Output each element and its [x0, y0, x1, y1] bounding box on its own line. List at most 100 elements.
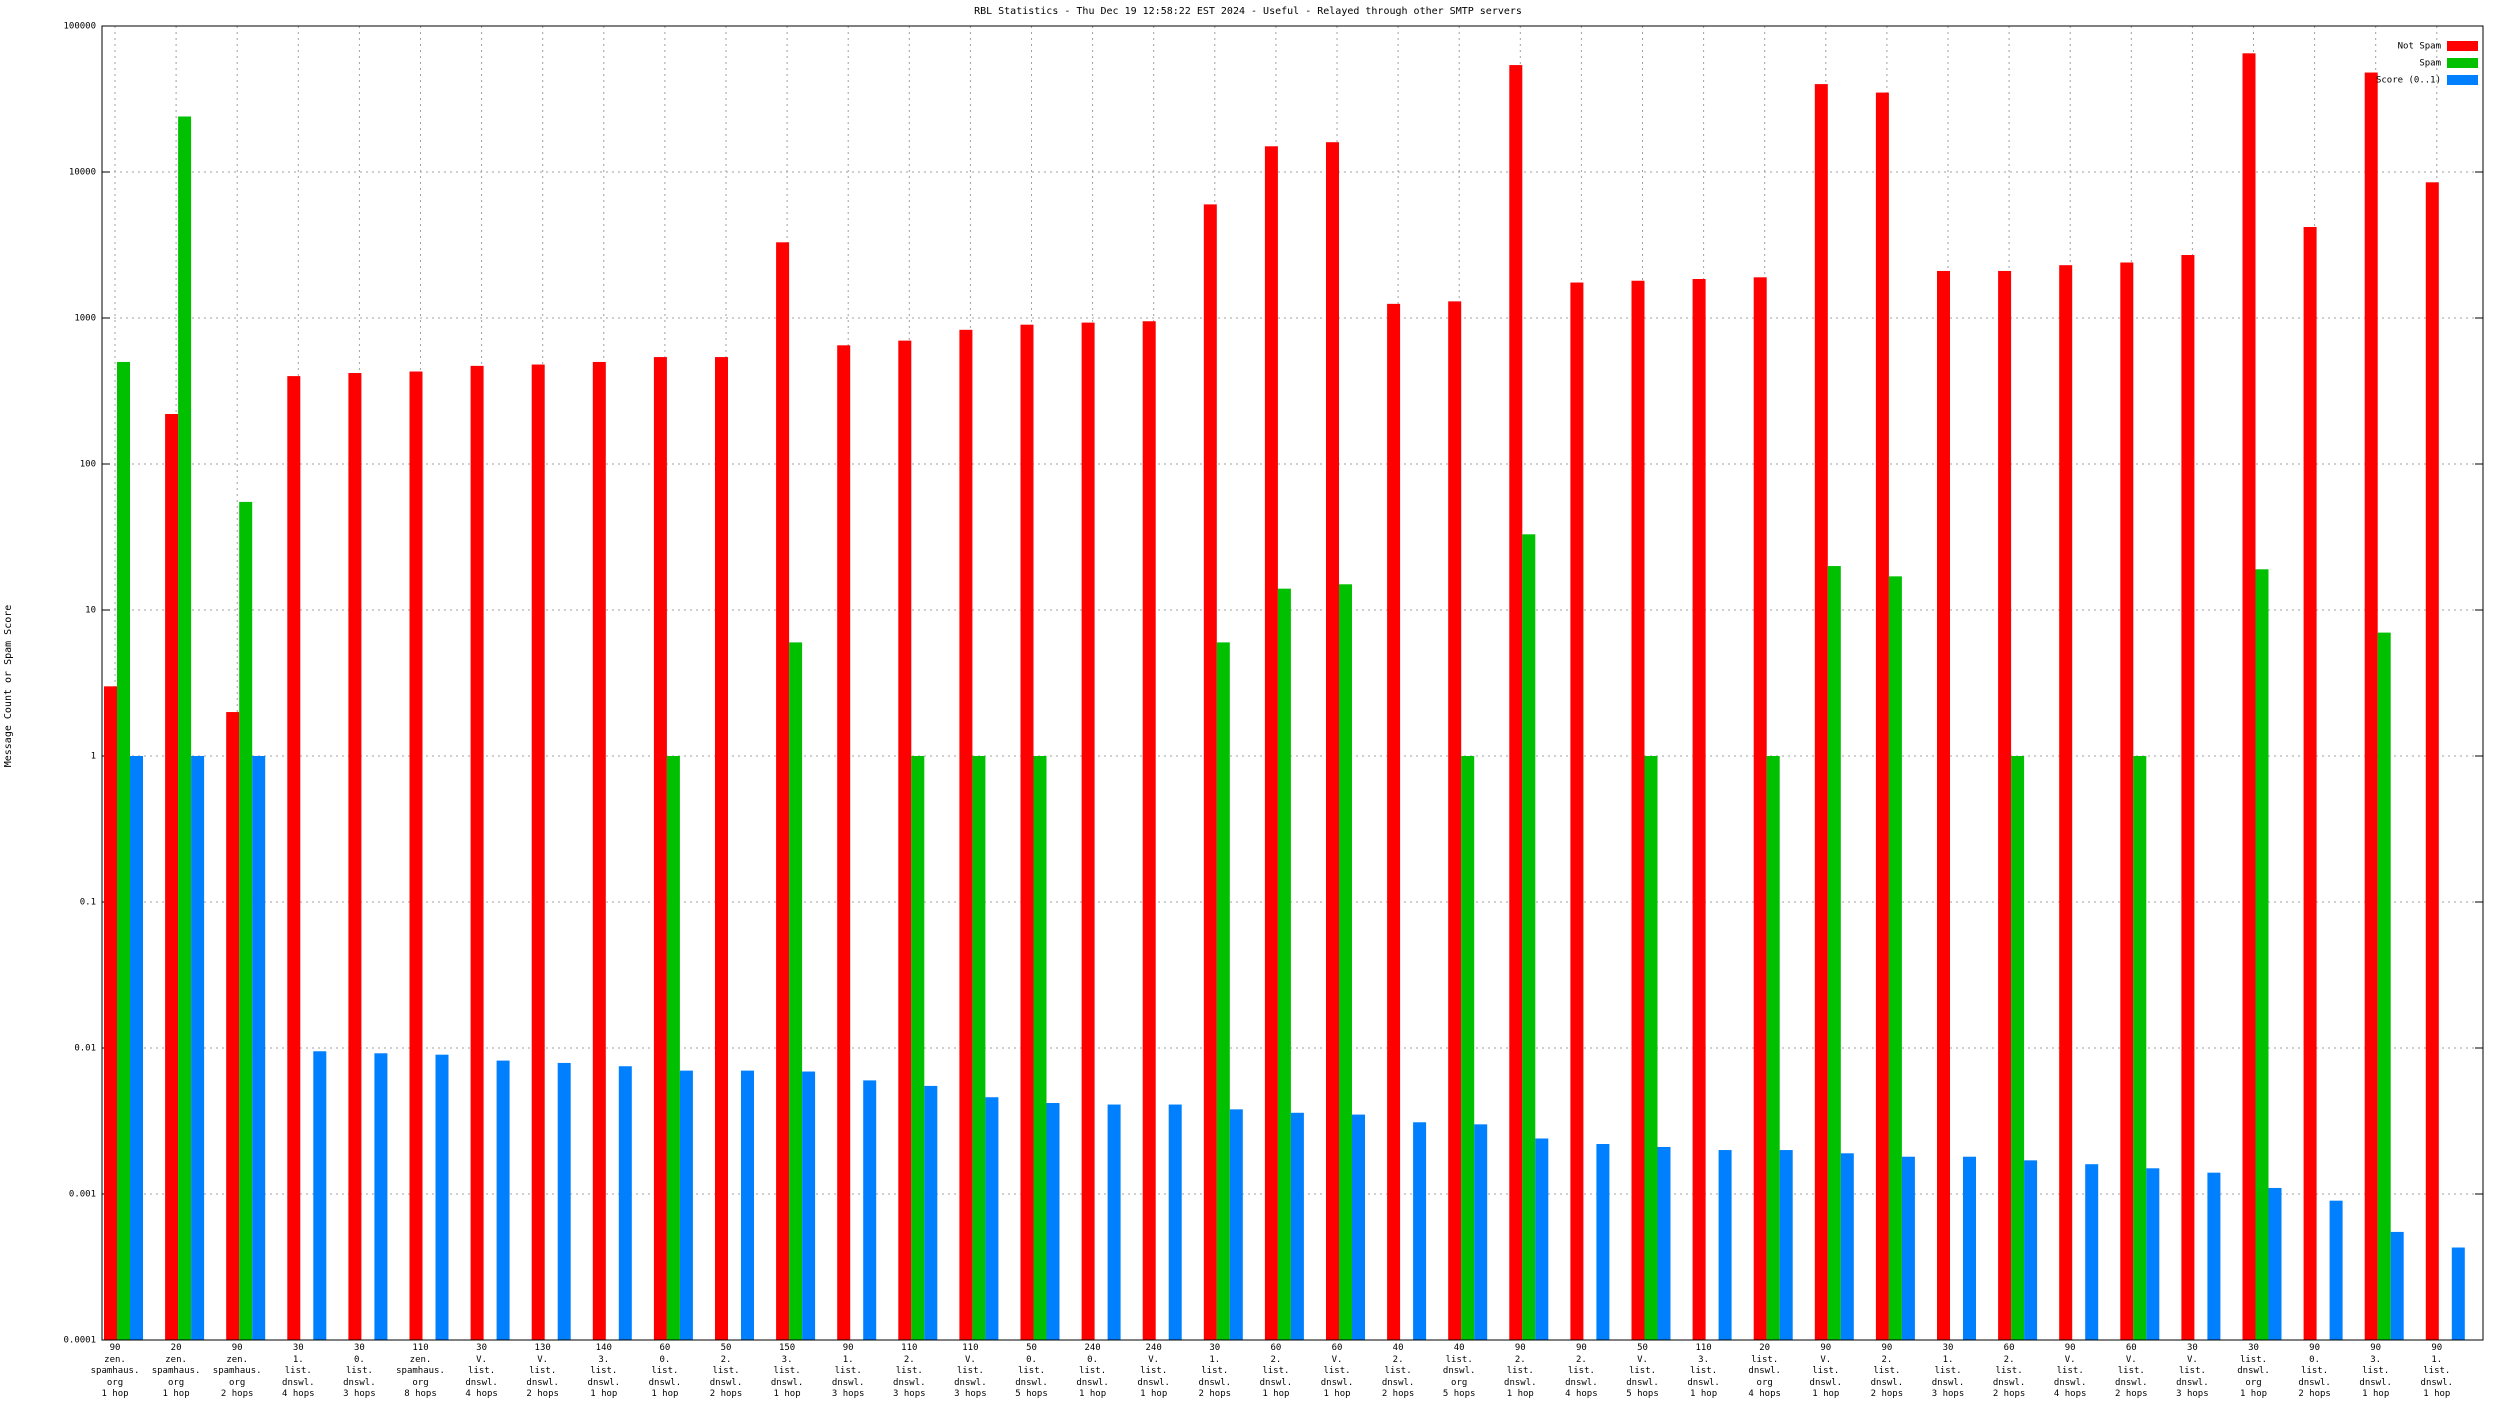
bar — [802, 1071, 816, 1340]
bar — [985, 1097, 999, 1340]
bar — [789, 642, 803, 1340]
bar — [130, 756, 143, 1340]
x-tick-label: 90 3. list. dnswl. 1 hop — [2359, 1343, 2392, 1399]
legend-label: Score (0..1) — [2376, 76, 2441, 86]
bar — [409, 371, 423, 1340]
bar — [1046, 1103, 1060, 1340]
bar — [531, 364, 545, 1340]
bar — [2181, 255, 2195, 1341]
x-tick-label: 50 V. list. dnswl. 5 hops — [1626, 1343, 1659, 1399]
bar — [1461, 756, 1475, 1340]
y-tick-label: 10 — [85, 606, 96, 616]
legend-swatch — [2447, 41, 2478, 51]
bar — [2303, 227, 2317, 1340]
bar — [2329, 1200, 2343, 1340]
bar — [348, 373, 362, 1340]
x-tick-label: 60 2. list. dnswl. 1 hop — [1259, 1343, 1293, 1399]
bar — [1596, 1144, 1610, 1340]
x-tick-label: 60 V. list. dnswl. 1 hop — [1320, 1343, 1354, 1399]
bar — [1814, 84, 1828, 1340]
bar — [2425, 182, 2439, 1341]
bar — [1535, 1138, 1549, 1340]
y-tick-label: 100000 — [63, 22, 96, 32]
bar — [679, 1070, 693, 1340]
y-tick-label: 0.01 — [74, 1044, 96, 1054]
bar — [1509, 65, 1523, 1340]
bar — [1229, 1109, 1243, 1340]
bar — [252, 756, 266, 1340]
bar — [653, 357, 667, 1340]
bar — [715, 357, 728, 1340]
bar — [2451, 1247, 2465, 1340]
x-tick-label: 90 V. list. dnswl. 4 hops — [2053, 1343, 2087, 1399]
bar — [1901, 1156, 1915, 1340]
x-tick-label: 130 V. list. dnswl. 2 hops — [526, 1343, 559, 1399]
bar — [1033, 756, 1047, 1340]
bar — [959, 329, 973, 1341]
x-tick-label: 20 list. dnswl. org 4 hops — [1748, 1343, 1781, 1399]
bar — [2024, 1160, 2038, 1340]
x-tick-label: 150 3. list. dnswl. 1 hop — [770, 1343, 804, 1399]
bar — [1142, 321, 1156, 1341]
bar — [898, 340, 912, 1340]
bar — [1963, 1156, 1976, 1340]
bar — [287, 376, 301, 1340]
bar — [557, 1062, 571, 1340]
y-tick-label: 100 — [80, 460, 96, 470]
bar — [1840, 1153, 1854, 1340]
bar — [1277, 588, 1291, 1340]
bar — [496, 1060, 510, 1340]
bar — [741, 1070, 754, 1340]
x-tick-label: 110 zen. spamhaus. org 8 hops — [396, 1343, 445, 1399]
legend-label: Not Spam — [2398, 42, 2441, 52]
bar — [666, 756, 680, 1340]
bar — [191, 756, 205, 1340]
x-tick-label: 90 0. list. dnswl. 2 hops — [2298, 1343, 2331, 1399]
x-tick-label: 90 1. list. dnswl. 3 hops — [831, 1343, 865, 1399]
x-tick-label: 90 V. list. dnswl. 1 hop — [1809, 1343, 1843, 1399]
bar — [178, 116, 192, 1341]
bar — [972, 756, 986, 1340]
x-tick-label: 90 1. list. dnswl. 1 hop — [2420, 1343, 2454, 1399]
x-tick-label: 30 1. list. dnswl. 4 hops — [282, 1343, 315, 1399]
bar — [1998, 270, 2012, 1340]
bar — [1448, 301, 1462, 1340]
bar — [1570, 282, 1584, 1340]
bar — [1766, 756, 1780, 1340]
legend-label: Spam — [2419, 59, 2441, 69]
bar — [1168, 1104, 1182, 1340]
bar — [1474, 1124, 1488, 1340]
bar — [2011, 756, 2025, 1340]
bar — [2146, 1168, 2160, 1340]
bar — [1107, 1104, 1121, 1340]
bar — [1020, 324, 1034, 1340]
bar — [2377, 632, 2391, 1340]
bar — [2207, 1172, 2221, 1340]
x-tick-label: 30 list. dnswl. org 1 hop — [2237, 1343, 2270, 1399]
bar — [837, 345, 851, 1340]
bar — [2120, 262, 2134, 1341]
plot-frame — [101, 25, 2484, 1341]
y-axis-label: Message Count or Spam Score — [3, 605, 14, 768]
legend-swatch — [2447, 58, 2478, 68]
bar — [1339, 584, 1352, 1340]
bar — [1081, 322, 1095, 1340]
x-tick-label: 30 1. list. dnswl. 3 hops — [1931, 1343, 1965, 1399]
x-tick-label: 240 V. list. dnswl. 1 hop — [1137, 1343, 1170, 1399]
bar — [1875, 92, 1889, 1341]
bar — [911, 756, 925, 1340]
bar — [470, 365, 484, 1340]
x-tick-label: 30 V. list. dnswl. 3 hops — [2176, 1343, 2209, 1399]
x-tick-label: 90 zen. spamhaus. org 2 hops — [212, 1343, 262, 1399]
y-tick-label: 1000 — [74, 314, 96, 324]
bar — [618, 1066, 632, 1340]
bar — [2242, 53, 2256, 1340]
bar — [165, 414, 179, 1340]
bar — [313, 1051, 327, 1340]
x-tick-label: 90 2. list. dnswl. 1 hop — [1504, 1343, 1537, 1399]
x-tick-label: 30 0. list. dnswl. 3 hops — [343, 1343, 376, 1399]
bar — [1264, 146, 1278, 1341]
bar — [1718, 1150, 1732, 1340]
